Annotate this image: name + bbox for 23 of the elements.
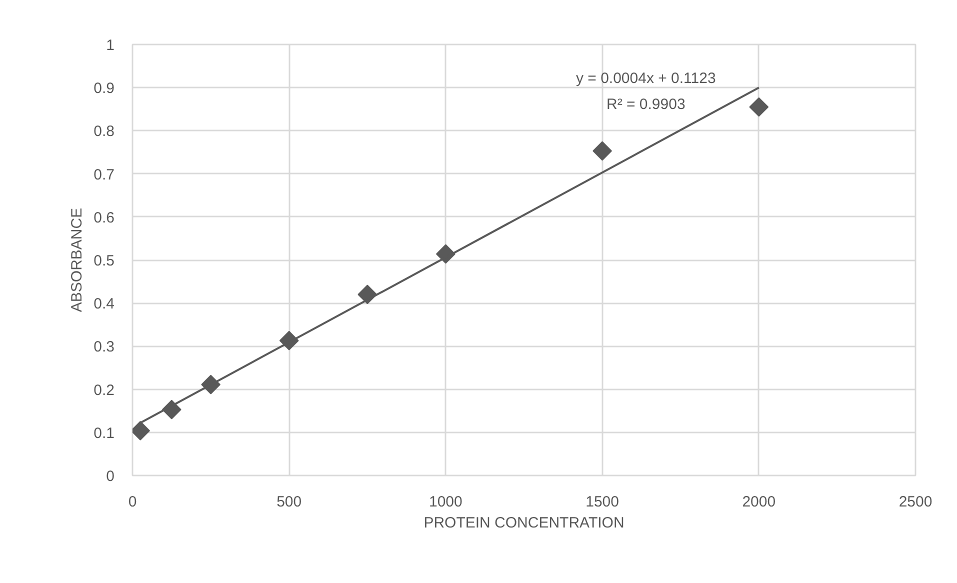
y-tick-label: 0.2	[94, 382, 115, 399]
x-tick-label: 1000	[429, 494, 462, 510]
y-tick-label: 0.1	[94, 424, 115, 442]
x-axis-title: PROTEIN CONCENTRATION	[424, 514, 624, 532]
x-tick-label: 2500	[898, 494, 932, 510]
point	[749, 97, 769, 117]
y-tick-label: 0	[106, 468, 114, 485]
annotation: y = 0.0004x + 0.1123	[576, 70, 716, 88]
y-tick-label: 0.5	[94, 252, 115, 270]
x-tick-label: 500	[276, 494, 302, 510]
annotation: R² = 0.9903	[606, 96, 686, 114]
y-axis-title: ABSORBANCE	[68, 208, 86, 312]
x-tick-label: 1500	[586, 494, 619, 510]
y-tick-label: 0.6	[94, 209, 115, 226]
y-tick-label: 0.3	[94, 338, 115, 356]
y-tick-label: 0.4	[94, 296, 115, 313]
point	[592, 141, 612, 161]
y-tick-label: 1	[106, 37, 114, 54]
y-tick-label: 0.7	[94, 166, 115, 184]
x-tick-label: 2000	[742, 494, 776, 510]
x-tick-label: 0	[128, 494, 137, 510]
y-tick-label: 0.9	[94, 80, 115, 98]
y-tick-label: 0.8	[94, 123, 115, 140]
